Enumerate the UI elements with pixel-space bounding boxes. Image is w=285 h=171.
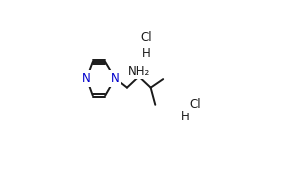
- Text: H: H: [181, 110, 190, 123]
- Text: Cl: Cl: [140, 31, 152, 44]
- Text: N: N: [111, 72, 119, 85]
- Text: Cl: Cl: [189, 98, 201, 111]
- Text: NH₂: NH₂: [128, 65, 150, 78]
- Text: N: N: [82, 72, 91, 85]
- Text: H: H: [142, 47, 150, 60]
